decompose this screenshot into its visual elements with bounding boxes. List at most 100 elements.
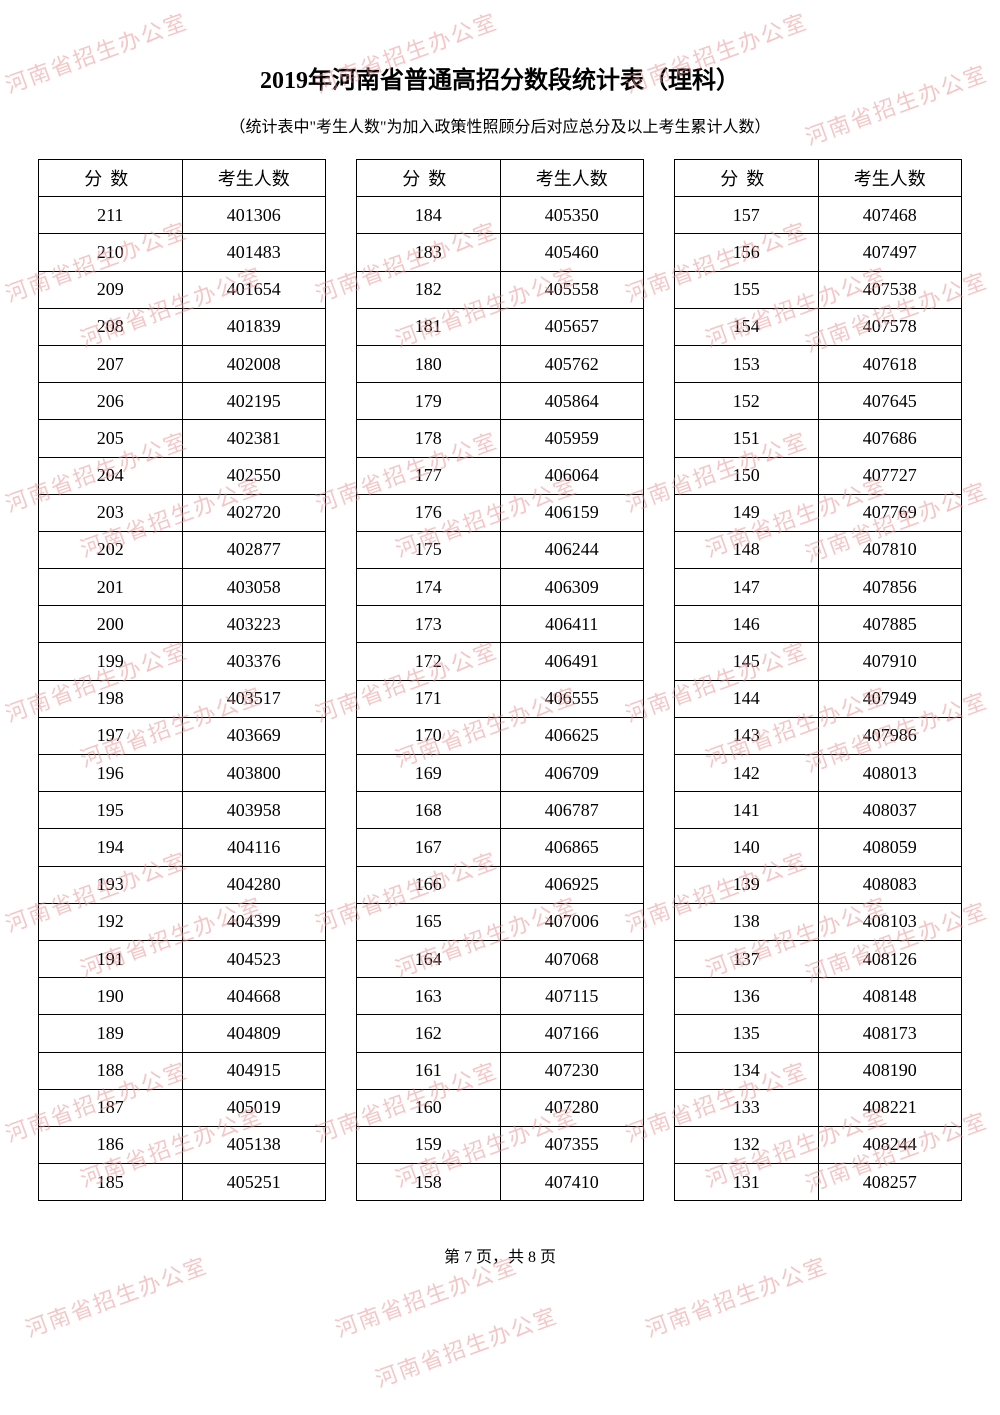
cell-count: 407986 <box>818 717 962 754</box>
cell-count: 404399 <box>182 903 326 940</box>
cell-count: 408059 <box>818 829 962 866</box>
cell-count: 407166 <box>500 1015 644 1052</box>
cell-score: 158 <box>357 1164 501 1201</box>
table-row: 192404399 <box>39 903 326 940</box>
table-row: 205402381 <box>39 420 326 457</box>
cell-score: 191 <box>39 940 183 977</box>
cell-score: 179 <box>357 383 501 420</box>
cell-count: 403223 <box>182 606 326 643</box>
cell-score: 185 <box>39 1164 183 1201</box>
cell-score: 145 <box>675 643 819 680</box>
cell-score: 175 <box>357 531 501 568</box>
table-row: 199403376 <box>39 643 326 680</box>
cell-count: 407280 <box>500 1089 644 1126</box>
cell-score: 209 <box>39 271 183 308</box>
cell-count: 408257 <box>818 1164 962 1201</box>
table-row: 189404809 <box>39 1015 326 1052</box>
table-row: 157407468 <box>675 197 962 234</box>
table-row: 178405959 <box>357 420 644 457</box>
cell-count: 406555 <box>500 680 644 717</box>
table-row: 134408190 <box>675 1052 962 1089</box>
table-row: 204402550 <box>39 457 326 494</box>
table-row: 196403800 <box>39 755 326 792</box>
table-row: 161407230 <box>357 1052 644 1089</box>
cell-count: 406709 <box>500 755 644 792</box>
table-row: 173406411 <box>357 606 644 643</box>
cell-count: 403669 <box>182 717 326 754</box>
table-row: 131408257 <box>675 1164 962 1201</box>
cell-score: 160 <box>357 1089 501 1126</box>
cell-count: 408221 <box>818 1089 962 1126</box>
cell-count: 408126 <box>818 940 962 977</box>
table-row: 172406491 <box>357 643 644 680</box>
cell-count: 407910 <box>818 643 962 680</box>
table-row: 135408173 <box>675 1015 962 1052</box>
col-header-count: 考生人数 <box>500 160 644 197</box>
cell-score: 153 <box>675 345 819 382</box>
table-row: 206402195 <box>39 383 326 420</box>
cell-count: 406925 <box>500 866 644 903</box>
cell-score: 150 <box>675 457 819 494</box>
cell-count: 407410 <box>500 1164 644 1201</box>
cell-score: 195 <box>39 792 183 829</box>
cell-count: 405864 <box>500 383 644 420</box>
cell-score: 201 <box>39 569 183 606</box>
table-row: 145407910 <box>675 643 962 680</box>
table-row: 191404523 <box>39 940 326 977</box>
cell-score: 142 <box>675 755 819 792</box>
cell-count: 407578 <box>818 308 962 345</box>
cell-score: 193 <box>39 866 183 903</box>
table-row: 155407538 <box>675 271 962 308</box>
cell-score: 186 <box>39 1126 183 1163</box>
table-row: 154407578 <box>675 308 962 345</box>
cell-count: 407115 <box>500 978 644 1015</box>
page-subtitle: （统计表中"考生人数"为加入政策性照顾分后对应总分及以上考生累计人数） <box>0 113 1000 137</box>
score-table-1: 分数考生人数2114013062104014832094016542084018… <box>38 159 326 1201</box>
cell-score: 148 <box>675 531 819 568</box>
cell-score: 188 <box>39 1052 183 1089</box>
cell-count: 403058 <box>182 569 326 606</box>
cell-score: 146 <box>675 606 819 643</box>
cell-count: 404915 <box>182 1052 326 1089</box>
cell-score: 196 <box>39 755 183 792</box>
table-row: 201403058 <box>39 569 326 606</box>
cell-score: 210 <box>39 234 183 271</box>
table-row: 132408244 <box>675 1126 962 1163</box>
cell-score: 172 <box>357 643 501 680</box>
cell-score: 143 <box>675 717 819 754</box>
table-row: 142408013 <box>675 755 962 792</box>
table-row: 186405138 <box>39 1126 326 1163</box>
cell-count: 402195 <box>182 383 326 420</box>
cell-score: 141 <box>675 792 819 829</box>
table-row: 179405864 <box>357 383 644 420</box>
cell-count: 402550 <box>182 457 326 494</box>
cell-score: 206 <box>39 383 183 420</box>
cell-score: 171 <box>357 680 501 717</box>
table-row: 160407280 <box>357 1089 644 1126</box>
cell-count: 402381 <box>182 420 326 457</box>
cell-count: 407355 <box>500 1126 644 1163</box>
table-row: 153407618 <box>675 345 962 382</box>
cell-score: 183 <box>357 234 501 271</box>
cell-score: 211 <box>39 197 183 234</box>
table-row: 181405657 <box>357 308 644 345</box>
cell-count: 404116 <box>182 829 326 866</box>
cell-score: 138 <box>675 903 819 940</box>
cell-count: 407810 <box>818 531 962 568</box>
cell-count: 407618 <box>818 345 962 382</box>
table-row: 158407410 <box>357 1164 644 1201</box>
cell-score: 166 <box>357 866 501 903</box>
cell-score: 139 <box>675 866 819 903</box>
cell-score: 202 <box>39 531 183 568</box>
cell-count: 403517 <box>182 680 326 717</box>
cell-count: 405251 <box>182 1164 326 1201</box>
cell-score: 167 <box>357 829 501 866</box>
cell-count: 401654 <box>182 271 326 308</box>
cell-score: 200 <box>39 606 183 643</box>
col-header-score: 分数 <box>357 160 501 197</box>
table-row: 209401654 <box>39 271 326 308</box>
cell-score: 199 <box>39 643 183 680</box>
cell-count: 407856 <box>818 569 962 606</box>
table-row: 144407949 <box>675 680 962 717</box>
table-row: 211401306 <box>39 197 326 234</box>
